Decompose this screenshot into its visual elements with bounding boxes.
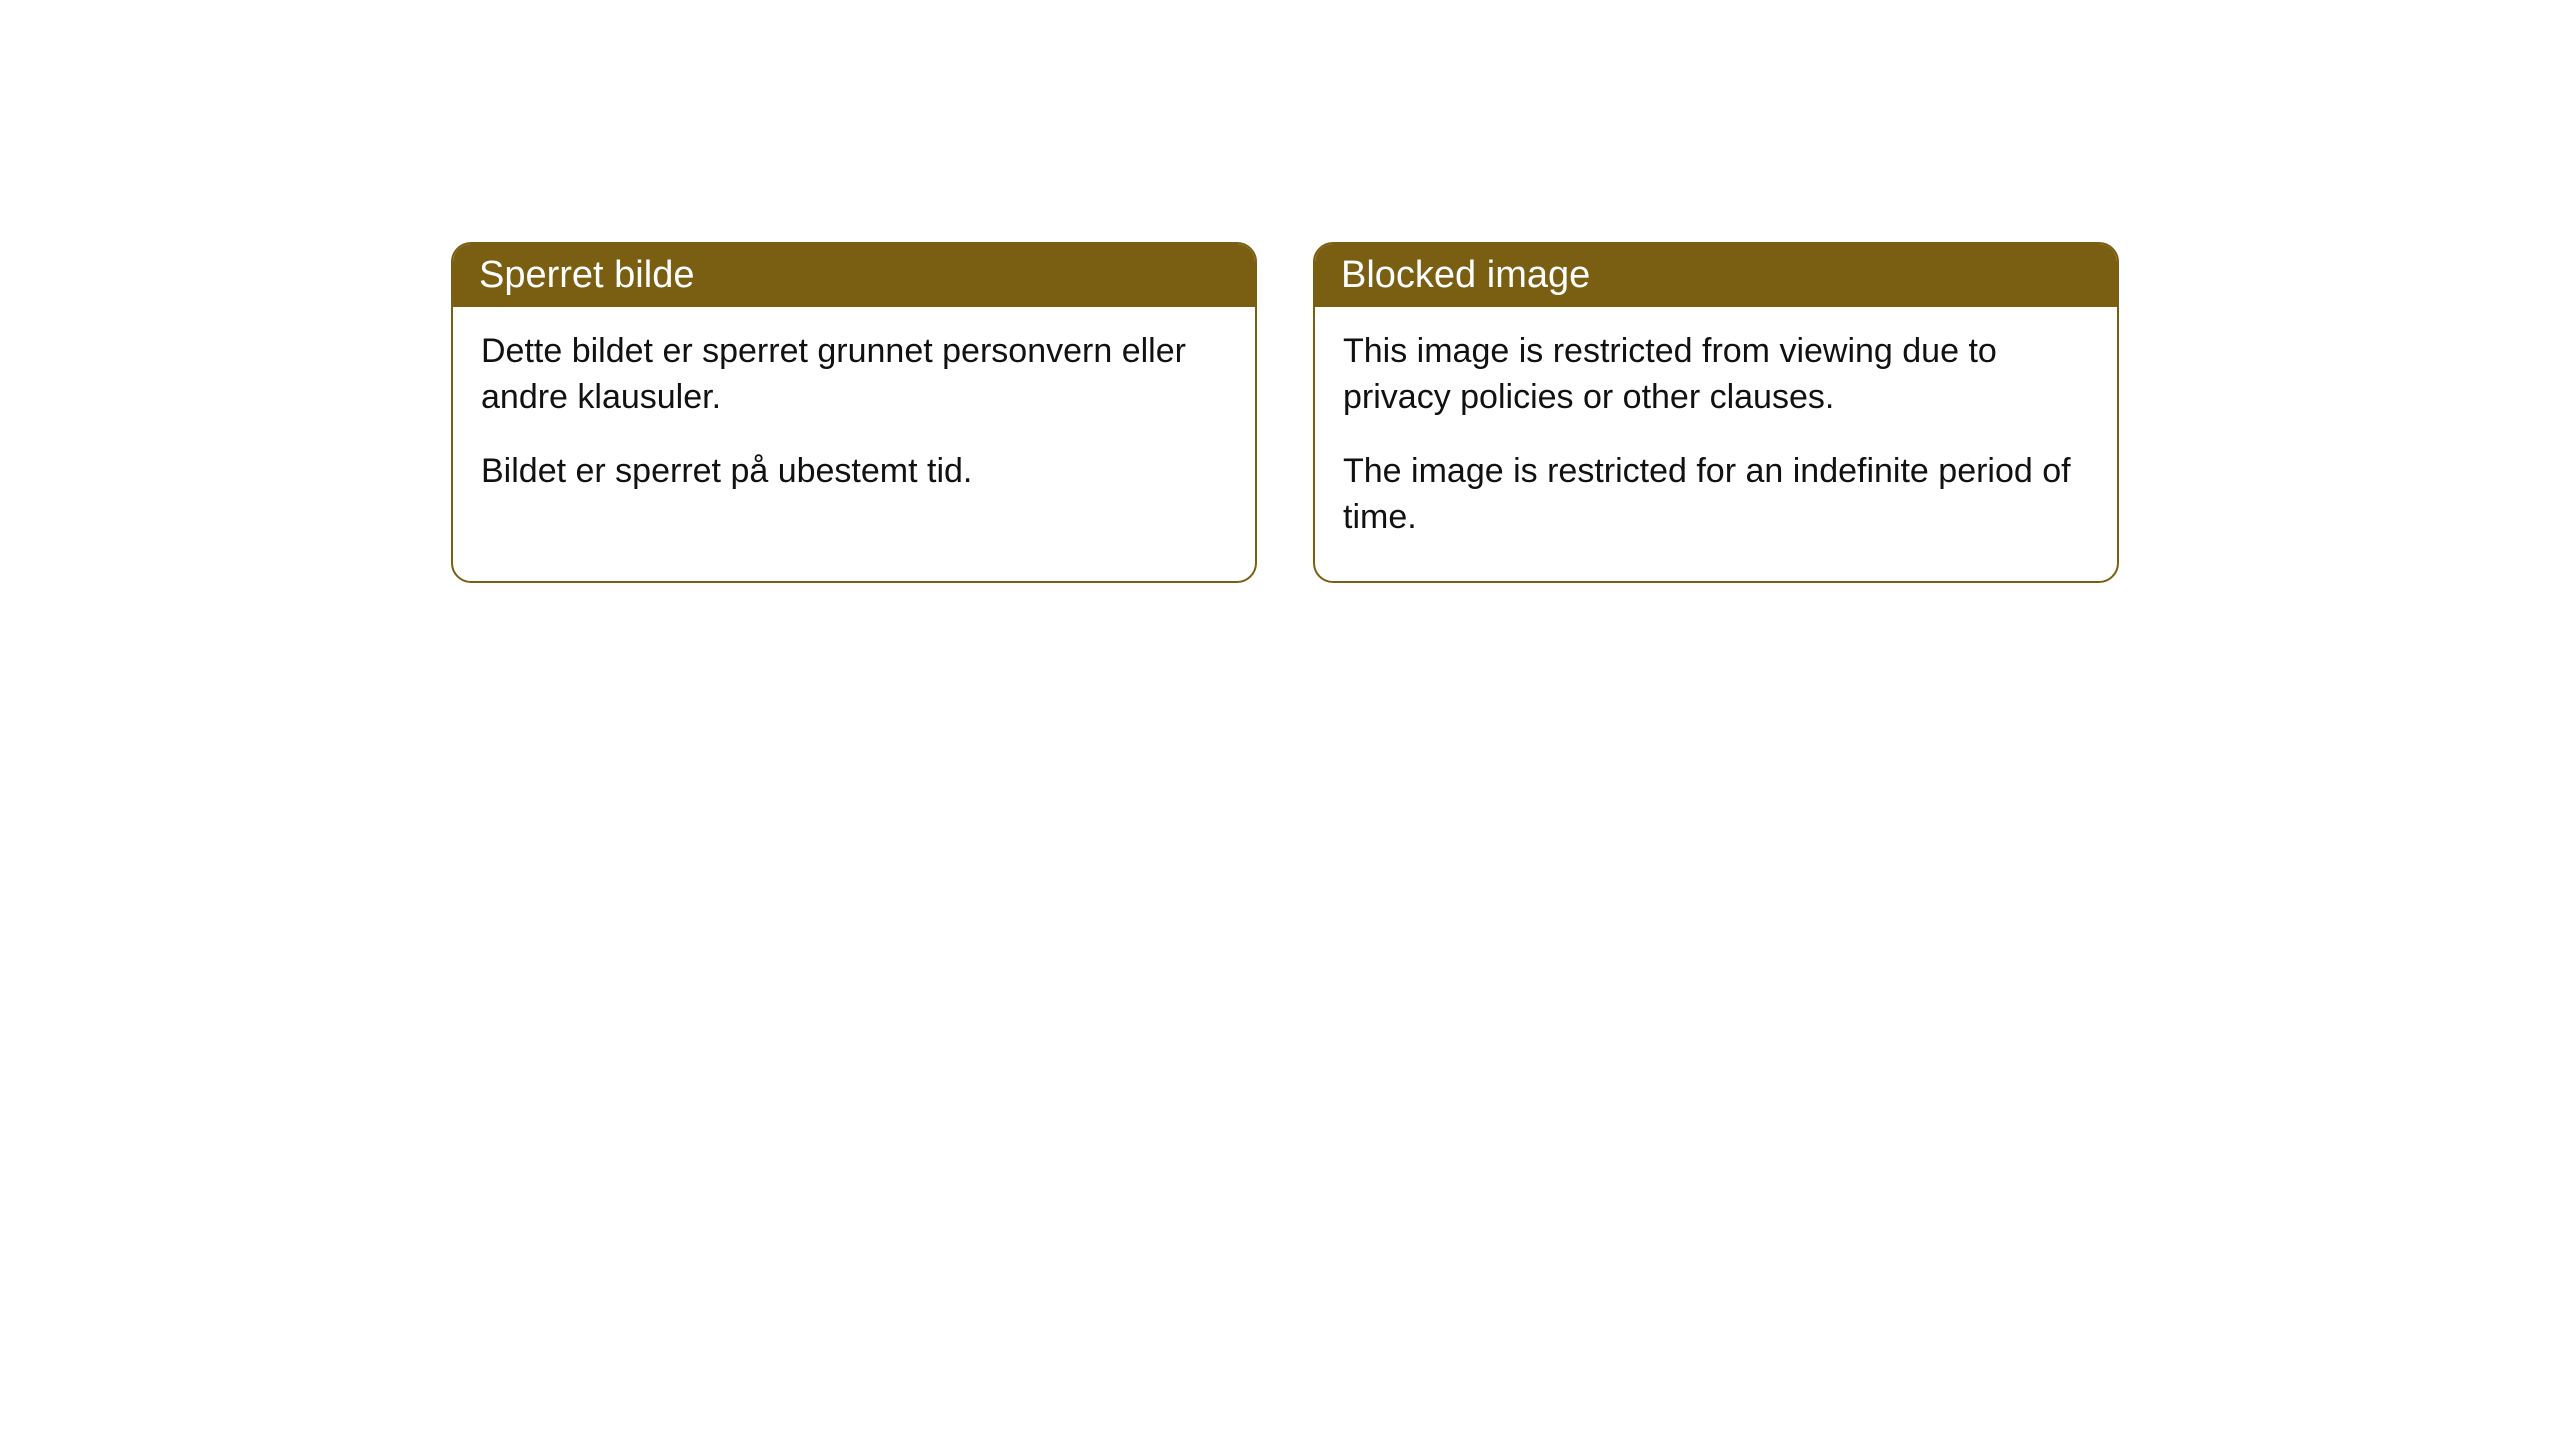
notice-cards-container: Sperret bilde Dette bildet er sperret gr… <box>451 242 2119 583</box>
notice-card-norwegian: Sperret bilde Dette bildet er sperret gr… <box>451 242 1257 583</box>
card-body: Dette bildet er sperret grunnet personve… <box>453 307 1255 535</box>
card-paragraph: Bildet er sperret på ubestemt tid. <box>481 449 1227 495</box>
card-header: Sperret bilde <box>453 244 1255 307</box>
card-paragraph: Dette bildet er sperret grunnet personve… <box>481 329 1227 421</box>
card-body: This image is restricted from viewing du… <box>1315 307 2117 581</box>
card-paragraph: The image is restricted for an indefinit… <box>1343 449 2089 541</box>
card-paragraph: This image is restricted from viewing du… <box>1343 329 2089 421</box>
card-title: Sperret bilde <box>479 254 694 296</box>
notice-card-english: Blocked image This image is restricted f… <box>1313 242 2119 583</box>
card-title: Blocked image <box>1341 254 1590 296</box>
card-header: Blocked image <box>1315 244 2117 307</box>
